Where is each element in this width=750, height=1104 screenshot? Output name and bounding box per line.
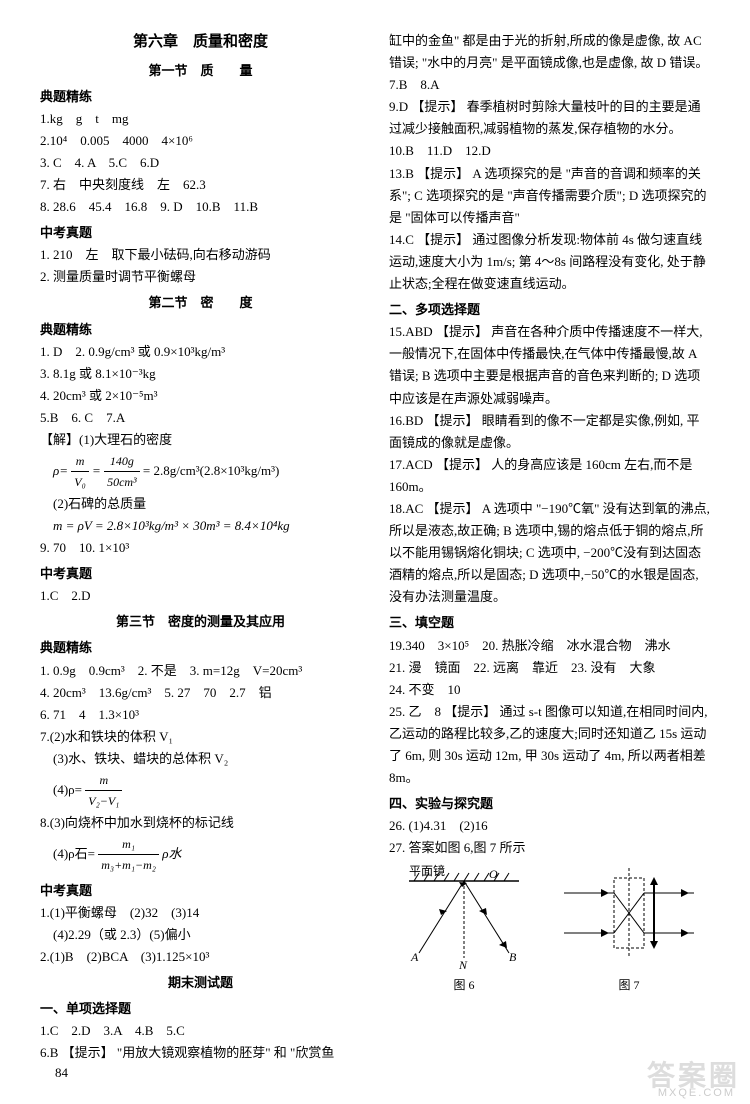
text-line: 24. 不变 10: [389, 679, 710, 701]
subhead: 中考真题: [40, 222, 361, 244]
fraction: m₁m₃+m₁−m₂: [98, 834, 159, 876]
text-line: 缸中的金鱼" 都是由于光的折射,所成的像是虚像, 故 AC 错误; "水中的月亮…: [389, 30, 710, 74]
text-line: (4)2.29（或 2.3）(5)偏小: [40, 924, 361, 946]
text-line: (3)水、铁块、蜡块的总体积 V₂: [40, 748, 361, 770]
fig7-caption: 图 7: [559, 975, 699, 995]
text-line: 10.B 11.D 12.D: [389, 140, 710, 162]
watermark-url: MXQE.COM: [658, 1084, 735, 1103]
right-column: 缸中的金鱼" 都是由于光的折射,所成的像是虚像, 故 AC 错误; "水中的月亮…: [389, 30, 710, 1064]
formula-line: ρ= mV₀ = 140g50cm³ = 2.8g/cm³(2.8×10³kg/…: [40, 451, 361, 493]
text-line: 7.(2)水和铁块的体积 V₁: [40, 726, 361, 748]
fig6-caption: 图 6: [389, 975, 539, 995]
text-line: 9.D 【提示】 春季植树时剪除大量枝叶的目的主要是通过减少接触面积,减弱植物的…: [389, 96, 710, 140]
subhead: 中考真题: [40, 880, 361, 902]
text-line: 21. 漫 镜面 22. 远离 靠近 23. 没有 大象: [389, 657, 710, 679]
text-line: 18.AC 【提示】 A 选项中 "−190℃氧" 没有达到氧的沸点,所以是液态…: [389, 498, 710, 608]
figure-6: 平面镜 O N A: [389, 863, 539, 995]
text-line: 27. 答案如图 6,图 7 所示: [389, 837, 710, 859]
text-line: m = ρV = 2.8×10³kg/m³ × 30m³ = 8.4×10⁴kg: [40, 515, 361, 537]
text-line: 15.ABD 【提示】 声音在各种介质中传播速度不一样大,一般情况下,在固体中传…: [389, 321, 710, 409]
text-line: 19.340 3×10⁵ 20. 热胀冷缩 冰水混合物 沸水: [389, 635, 710, 657]
subhead: 典题精练: [40, 637, 361, 659]
text-line: 3. C 4. A 5.C 6.D: [40, 152, 361, 174]
formula-text: (4)ρ石=: [40, 846, 95, 861]
svg-text:B: B: [509, 950, 517, 964]
diagram-fig6: 平面镜 O N A: [389, 863, 539, 973]
formula-line: (4)ρ石= m₁m₃+m₁−m₂ ρ水: [40, 834, 361, 876]
text-line: 2.10⁴ 0.005 4000 4×10⁶: [40, 130, 361, 152]
section-1-title: 第一节 质 量: [40, 60, 361, 82]
svg-text:A: A: [410, 950, 419, 964]
formula-text: ρ=: [53, 463, 68, 478]
text-line: 2.(1)B (2)BCA (3)1.125×10³: [40, 946, 361, 968]
text-line: 5.B 6. C 7.A: [40, 407, 361, 429]
text-line: 【解】(1)大理石的密度: [40, 429, 361, 451]
formula-text: ρ水: [162, 846, 181, 861]
text-line: 13.B 【提示】 A 选项探究的是 "声音的音调和频率的关系"; C 选项探究…: [389, 163, 710, 229]
fraction: mV₀: [71, 451, 89, 493]
subhead: 中考真题: [40, 563, 361, 585]
text-line: 25. 乙 8 【提示】 通过 s-t 图像可以知道,在相同时间内,乙运动的路程…: [389, 701, 710, 789]
fraction: mV₂−V₁: [85, 770, 122, 812]
formula-text: (4)ρ=: [40, 782, 82, 797]
subhead: 二、多项选择题: [389, 299, 710, 321]
text-line: 14.C 【提示】 通过图像分析发现:物体前 4s 做匀速直线运动,速度大小为 …: [389, 229, 710, 295]
section-2-title: 第二节 密 度: [40, 292, 361, 314]
page-number: 84: [55, 1062, 68, 1084]
text-line: 4. 20cm³ 或 2×10⁻⁵m³: [40, 385, 361, 407]
left-column: 第六章 质量和密度 第一节 质 量 典题精练 1.kg g t mg 2.10⁴…: [40, 30, 361, 1064]
svg-text:O: O: [489, 867, 498, 881]
subhead: 典题精练: [40, 319, 361, 341]
subhead: 一、单项选择题: [40, 998, 361, 1020]
text-line: 17.ACD 【提示】 人的身高应该是 160cm 左右,而不是 160m。: [389, 454, 710, 498]
figure-row: 平面镜 O N A: [389, 863, 710, 995]
chapter-title: 第六章 质量和密度: [40, 30, 361, 56]
text-line: 1.C 2.D 3.A 4.B 5.C: [40, 1020, 361, 1042]
formula-text: = 2.8g/cm³(2.8×10³kg/m³): [143, 463, 279, 478]
text-line: 1. 210 左 取下最小砝码,向右移动游码: [40, 244, 361, 266]
subhead: 四、实验与探究题: [389, 793, 710, 815]
diagram-fig7: [559, 863, 699, 973]
text-line: 8.(3)向烧杯中加水到烧杯的标记线: [40, 812, 361, 834]
subhead: 典题精练: [40, 86, 361, 108]
text-line: 1.C 2.D: [40, 585, 361, 607]
text-line: 6. 71 4 1.3×10³: [40, 704, 361, 726]
subhead: 三、填空题: [389, 612, 710, 634]
text-line: 4. 20cm³ 13.6g/cm³ 5. 27 70 2.7 铝: [40, 682, 361, 704]
text-line: 1. 0.9g 0.9cm³ 2. 不是 3. m=12g V=20cm³: [40, 660, 361, 682]
text-line: 1.kg g t mg: [40, 108, 361, 130]
text-line: 7.B 8.A: [389, 74, 710, 96]
text-line: 9. 70 10. 1×10³: [40, 537, 361, 559]
text-line: (2)石碑的总质量: [40, 493, 361, 515]
text-line: 26. (1)4.31 (2)16: [389, 815, 710, 837]
text-line: 7. 右 中央刻度线 左 62.3: [40, 174, 361, 196]
text-line: 1. D 2. 0.9g/cm³ 或 0.9×10³kg/m³: [40, 341, 361, 363]
text-line: 1.(1)平衡螺母 (2)32 (3)14: [40, 902, 361, 924]
formula-text: =: [92, 463, 101, 478]
final-title: 期末测试题: [40, 972, 361, 994]
section-3-title: 第三节 密度的测量及其应用: [40, 611, 361, 633]
text-line: 3. 8.1g 或 8.1×10⁻³kg: [40, 363, 361, 385]
text-line: 16.BD 【提示】 眼睛看到的像不一定都是实像,例如, 平面镜成的像就是虚像。: [389, 410, 710, 454]
text-line: 6.B 【提示】 "用放大镜观察植物的胚芽" 和 "欣赏鱼: [40, 1042, 361, 1064]
formula-line: (4)ρ= mV₂−V₁: [40, 770, 361, 812]
fraction: 140g50cm³: [104, 451, 140, 493]
svg-text:N: N: [458, 958, 468, 972]
text-line: 2. 测量质量时调节平衡螺母: [40, 266, 361, 288]
text-line: 8. 28.6 45.4 16.8 9. D 10.B 11.B: [40, 196, 361, 218]
figure-7: 图 7: [559, 863, 699, 995]
